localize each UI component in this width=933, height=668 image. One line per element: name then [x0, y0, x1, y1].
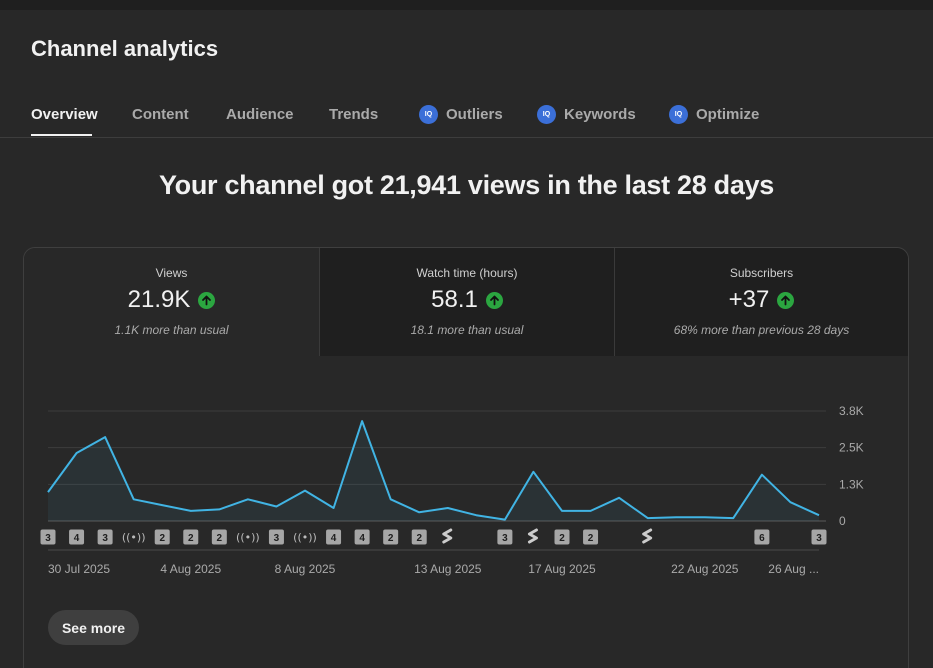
views-line	[48, 421, 819, 519]
y-tick-label: 2.5K	[839, 441, 864, 455]
live-stream-icon: ((•))	[293, 531, 317, 544]
see-more-button[interactable]: See more	[48, 610, 139, 645]
upload-count-label: 2	[188, 533, 194, 544]
upload-count-label: 4	[331, 533, 337, 544]
y-tick-label: 3.8K	[839, 404, 864, 418]
upload-count-label: 2	[217, 533, 223, 544]
live-stream-icon: ((•))	[122, 531, 146, 544]
x-tick-label: 22 Aug 2025	[671, 562, 739, 576]
upload-count-label: 6	[759, 533, 765, 544]
x-tick-label: 4 Aug 2025	[160, 562, 221, 576]
y-tick-label: 0	[839, 514, 846, 528]
upload-count-label: 2	[159, 533, 165, 544]
upload-count-label: 3	[502, 533, 508, 544]
upload-count-label: 4	[359, 533, 365, 544]
x-tick-label: 13 Aug 2025	[414, 562, 482, 576]
live-stream-icon: ((•))	[236, 531, 260, 544]
upload-count-label: 3	[274, 533, 280, 544]
upload-count-label: 2	[388, 533, 394, 544]
y-tick-label: 1.3K	[839, 477, 864, 491]
x-tick-label: 30 Jul 2025	[48, 562, 110, 576]
x-tick-label: 26 Aug ...	[768, 562, 819, 576]
upload-count-label: 2	[588, 533, 594, 544]
x-tick-label: 17 Aug 2025	[528, 562, 596, 576]
x-tick-label: 8 Aug 2025	[275, 562, 336, 576]
upload-count-label: 3	[45, 533, 51, 544]
shorts-icon	[529, 530, 536, 542]
shorts-icon	[644, 530, 651, 542]
upload-count-label: 3	[816, 533, 822, 544]
upload-count-label: 3	[102, 533, 108, 544]
upload-count-label: 2	[559, 533, 565, 544]
upload-count-label: 2	[416, 533, 422, 544]
shorts-icon	[444, 530, 451, 542]
upload-count-label: 4	[74, 533, 80, 544]
